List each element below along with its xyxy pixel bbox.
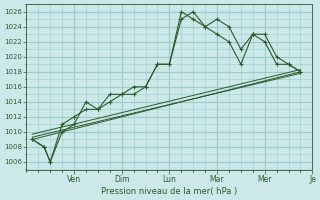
X-axis label: Pression niveau de la mer( hPa ): Pression niveau de la mer( hPa ): [101, 187, 237, 196]
